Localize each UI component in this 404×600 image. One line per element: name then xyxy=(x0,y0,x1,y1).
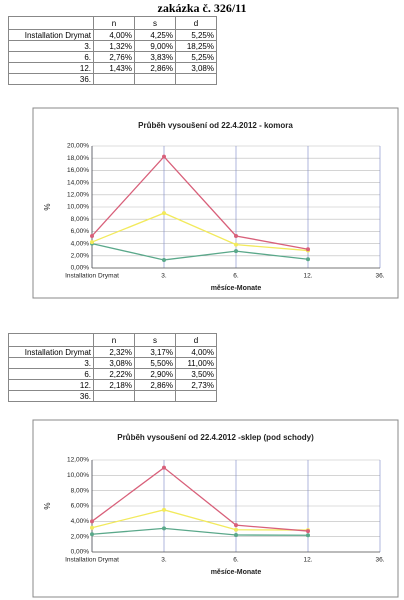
y-tick-label: 8,00% xyxy=(71,487,90,494)
data-point xyxy=(306,257,310,262)
table-row: 6. 2,22% 2,90% 3,50% xyxy=(8,368,217,380)
data-point xyxy=(90,532,94,537)
series-line xyxy=(91,527,309,536)
x-axis-label: měsíce-Monate xyxy=(211,569,262,576)
table-cell xyxy=(175,390,217,402)
series-line xyxy=(91,212,309,252)
chart-title: Průběh vysoušení od 22.4.2012 -sklep (po… xyxy=(117,433,314,442)
y-axis-label: % xyxy=(43,502,52,509)
data-point xyxy=(234,249,238,254)
x-tick-label: Installation Drymat xyxy=(65,273,119,280)
chart: Průběh vysoušení od 22.4.2012 - komora% m… xyxy=(32,107,399,299)
y-tick-label: 20,00% xyxy=(67,143,89,150)
y-tick-label: 4,00% xyxy=(71,518,90,525)
x-tick-label: 12. xyxy=(303,273,312,280)
data-point xyxy=(234,523,238,528)
table-row: Installation Drymat 2,32% 3,17% 4,00% xyxy=(8,346,217,358)
y-tick-label: 0,00% xyxy=(71,549,90,556)
table-row: 6. 2,76% 3,83% 5,25% xyxy=(8,51,217,63)
data-point xyxy=(234,233,238,238)
data-table: n s d Installation Drymat 2,32% 3,17% 4,00% 3. 3… xyxy=(8,333,217,402)
y-tick-label: 10,00% xyxy=(67,204,89,211)
y-tick-label: 8,00% xyxy=(71,216,90,223)
y-tick-label: 16,00% xyxy=(67,167,89,174)
y-tick-label: 12,00% xyxy=(67,192,89,199)
table-row: 36. xyxy=(8,73,217,85)
y-tick-label: 12,00% xyxy=(67,457,89,464)
table-cell xyxy=(175,73,217,85)
y-tick-label: 10,00% xyxy=(67,472,89,479)
chart-title: Průběh vysoušení od 22.4.2012 - komora xyxy=(138,121,293,130)
series-line xyxy=(91,155,309,250)
series-line xyxy=(91,466,309,532)
page-title: zakázka č. 326/11 xyxy=(157,1,247,15)
x-tick-label: 12. xyxy=(303,557,312,564)
data-point xyxy=(162,526,166,531)
x-axis-label: měsíce-Monate xyxy=(211,285,262,292)
table-row: 3. 3,08% 5,50% 11,00% xyxy=(8,357,217,369)
table-row: 36. xyxy=(8,390,217,402)
chart-frame xyxy=(32,107,399,299)
x-tick-label: 3. xyxy=(161,273,167,280)
data-point xyxy=(162,507,166,512)
y-tick-label: 0,00% xyxy=(71,265,90,272)
y-tick-label: 14,00% xyxy=(67,179,89,186)
series-line xyxy=(91,242,309,261)
data-point xyxy=(90,519,94,524)
data-point xyxy=(90,525,94,530)
x-tick-label: 6. xyxy=(233,273,239,280)
data-point xyxy=(162,154,166,159)
data-point xyxy=(306,533,310,538)
table-cell: 36. xyxy=(8,73,94,85)
y-tick-label: 4,00% xyxy=(71,240,90,247)
x-tick-label: 36. xyxy=(375,557,384,564)
data-point xyxy=(90,233,94,238)
data-point xyxy=(234,242,238,247)
x-tick-label: 3. xyxy=(161,557,167,564)
data-point xyxy=(234,527,238,532)
data-point xyxy=(234,532,238,537)
table-row: Installation Drymat 4,00% 4,25% 5,25% xyxy=(8,29,217,41)
table-row: 12. 1,43% 2,86% 3,08% xyxy=(8,62,217,74)
y-tick-label: 2,00% xyxy=(71,253,90,260)
data-point xyxy=(162,257,166,262)
data-point xyxy=(306,529,310,534)
y-tick-label: 6,00% xyxy=(71,228,90,235)
series-line xyxy=(91,509,309,531)
y-axis-label: % xyxy=(43,203,52,210)
data-point xyxy=(162,465,166,470)
x-tick-label: Installation Drymat xyxy=(65,557,119,564)
data-table: n s d Installation Drymat 4,00% 4,25% 5,25% 3. 1… xyxy=(8,16,217,85)
x-tick-label: 36. xyxy=(375,273,384,280)
data-point xyxy=(90,240,94,245)
y-tick-label: 18,00% xyxy=(67,155,89,162)
y-tick-label: 2,00% xyxy=(71,533,90,540)
data-point xyxy=(162,211,166,216)
x-tick-label: 6. xyxy=(233,557,239,564)
y-tick-label: 6,00% xyxy=(71,503,90,510)
data-point xyxy=(306,247,310,252)
